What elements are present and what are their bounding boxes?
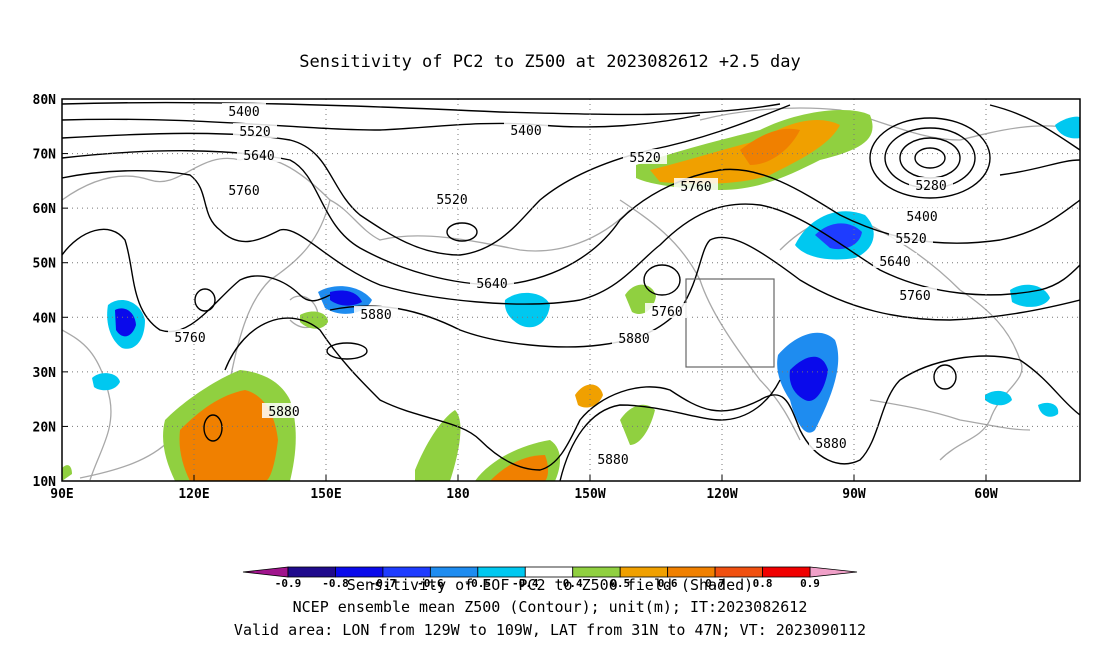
lat-label: 30N [33,366,57,381]
contour-label: 5760 [228,184,259,199]
colorbar-label: 0.6 [658,577,678,590]
contour-label-bg [909,177,953,192]
colorbar-label: -0.8 [322,577,349,590]
contour-label-bg [900,208,944,223]
footer-line: NCEP ensemble mean Z500 (Contour); unit(… [293,598,808,616]
contour-label-bg [262,403,306,418]
contour-label-bg [591,451,635,466]
contour-label: 5280 [915,179,946,194]
colorbar-label: -0.9 [275,577,302,590]
colorbar-box [762,566,811,578]
colorbar-label: -0.6 [417,577,444,590]
lon-label: 180 [446,487,470,502]
lat-label: 80N [33,93,57,108]
contour-label: 5520 [895,232,926,247]
contour-label: 5640 [879,255,910,270]
colorbar-label: 0.7 [705,577,725,590]
lon-label: 120W [706,487,737,502]
contour-label: 5880 [815,437,846,452]
footer-line: Sensitivity of EOF PC2 to Z500 field (Sh… [347,576,753,594]
contour-label: 5880 [597,453,628,468]
sensitivity-shading [62,110,1080,481]
lon-label: 90W [842,487,866,502]
colorbar-label: 0.9 [800,577,820,590]
contour-label-bg [645,303,689,318]
contour-label: 5400 [228,105,259,120]
colorbar-label: 0.4 [563,577,583,590]
contour-label-bg [168,329,212,344]
contour-label-bg [222,103,266,118]
graticule [62,99,1080,481]
contour-label: 5520 [239,125,270,140]
footer-line: Valid area: LON from 129W to 109W, LAT f… [234,621,866,639]
colorbar-label: 0.8 [753,577,773,590]
contour-label-bg [504,122,548,137]
lon-label: 120E [178,487,209,502]
contour-label: 5760 [651,305,682,320]
lat-label: 70N [33,148,57,163]
contour-label-bg [674,178,718,193]
valid-area-box [685,278,775,368]
contour-label: 5760 [680,180,711,195]
contour-label: 5880 [618,332,649,347]
lat-label: 60N [33,202,57,217]
lon-label: 90E [50,487,73,502]
colorbar-label: 0.5 [610,577,630,590]
contour-label: 5520 [629,151,660,166]
contour-label: 5880 [360,308,391,323]
colorbar: -0.9 -0.8 -0.7 -0.6 -0.5 -0.4 0.4 0.5 0.6 0.7 0.8 0… [242,566,858,590]
contour-label-bg [430,191,474,206]
contour-label-bg [222,182,266,197]
contour-label: 5880 [268,405,299,420]
contour-label: 5640 [243,149,274,164]
contour-label-bg [809,435,853,450]
contour-label-bg [873,253,917,268]
contour-label-bg [612,330,656,345]
lon-label: 60W [974,487,998,502]
contour-label-bg [889,230,933,245]
contour-label: 5400 [510,124,541,139]
contour-label-bg [893,287,937,302]
lat-label: 40N [33,311,57,326]
lon-label: 150W [574,487,605,502]
lat-label: 10N [33,475,57,490]
lat-label: 50N [33,257,57,272]
lat-label: 20N [33,420,57,435]
contour-label-bg [233,123,277,138]
map-frame [61,98,1081,482]
map-area: 5400 5520 5640 5760 5400 5520 5760 5520 5640 5760… [62,99,1080,481]
contour-label: 5760 [899,289,930,304]
contour-label-bg [470,275,514,290]
contour-label-bg [237,147,281,162]
contour-label: 5400 [906,210,937,225]
contour-label: 5520 [436,193,467,208]
colorbar-label: -0.5 [465,577,492,590]
contour-labels: 5400 5520 5640 5760 5400 5520 5760 5520 5640 5760… [168,103,953,468]
colorbar-box [287,566,336,578]
contour-label: 5760 [174,331,205,346]
contour-label: 5640 [476,277,507,292]
contour-label-bg [354,306,398,321]
map-title: Sensitivity of PC2 to Z500 at 2023082612… [299,52,801,72]
colorbar-label: -0.4 [512,577,539,590]
contour-label-bg [623,149,667,164]
lon-label: 150E [310,487,341,502]
colorbar-label: -0.7 [370,577,397,590]
